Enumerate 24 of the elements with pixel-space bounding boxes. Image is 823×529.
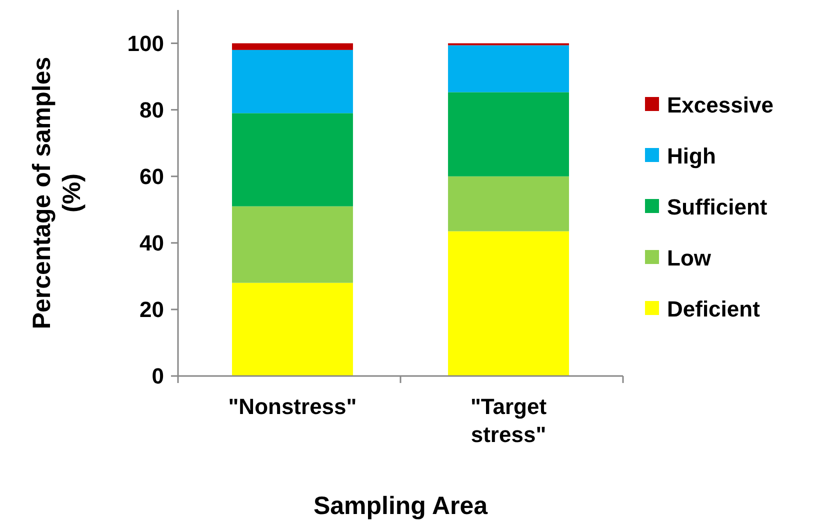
bar — [232, 282, 353, 376]
x-tick-label: "Nonstress" — [228, 394, 357, 419]
bar — [232, 50, 353, 114]
y-tick-label: 0 — [152, 364, 164, 389]
legend-label: Sufficient — [667, 194, 768, 220]
legend-label: Low — [667, 246, 712, 271]
bar — [232, 206, 353, 283]
legend-label: Excessive — [667, 92, 774, 118]
bar — [448, 92, 569, 176]
y-tick-label: 80 — [140, 98, 164, 123]
bar — [232, 113, 353, 206]
y-tick-label: 60 — [140, 164, 164, 190]
bar — [232, 43, 353, 50]
y-tick-label: 20 — [140, 297, 164, 322]
bar — [448, 45, 569, 92]
y-tick-label: 40 — [140, 230, 164, 256]
bar — [448, 176, 569, 232]
legend-label: Deficient — [667, 296, 761, 322]
y-tick-label: 100 — [127, 30, 164, 56]
bar — [448, 231, 569, 376]
y-axis-title: Percentage of samples (%) — [28, 56, 86, 330]
x-axis-title: Sampling Area — [313, 492, 489, 520]
legend-label: High — [667, 144, 716, 169]
x-tick-label: "Target stress" — [470, 394, 548, 447]
